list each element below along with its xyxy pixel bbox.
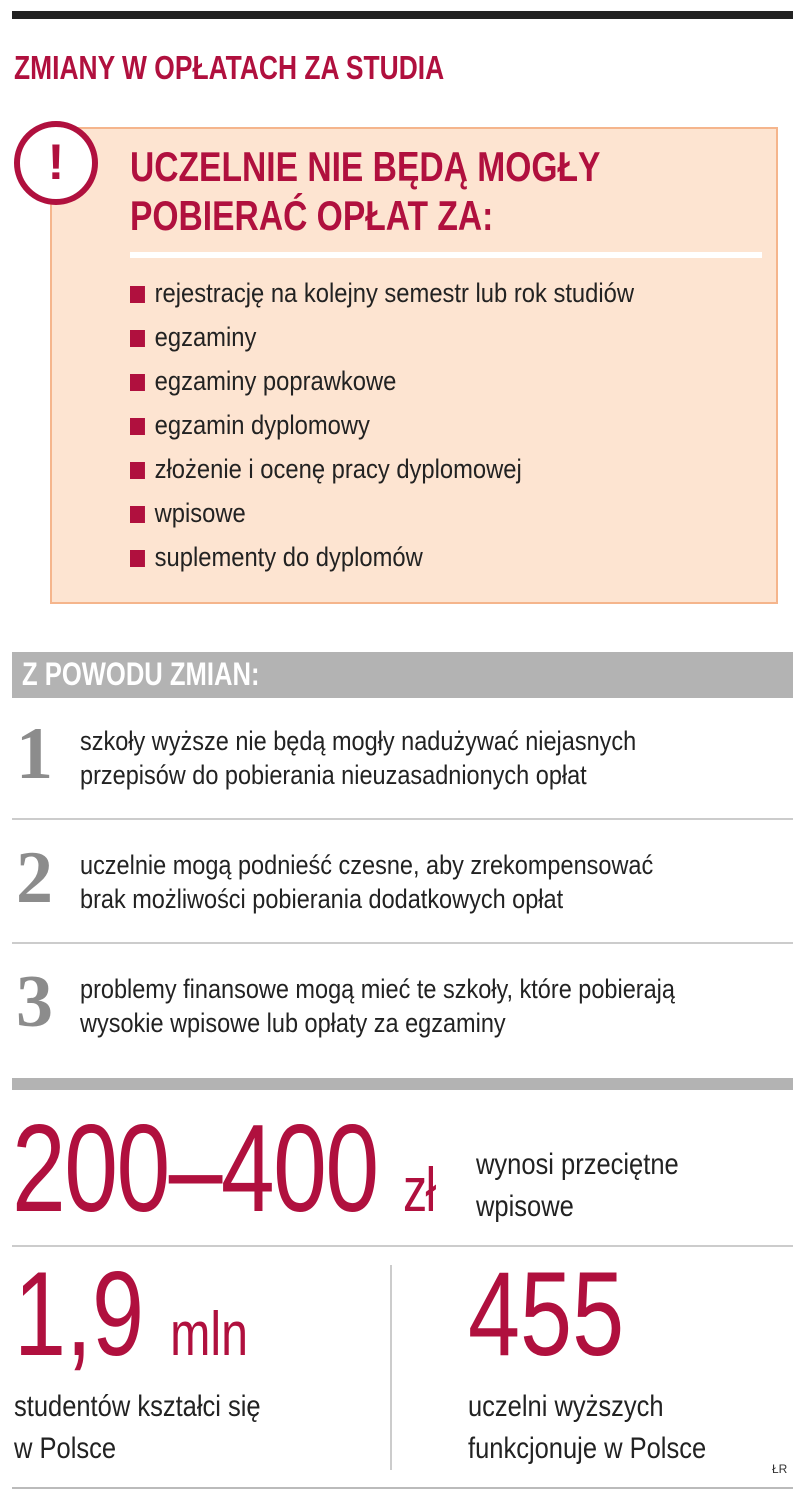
divider (130, 252, 762, 258)
list-item: egzaminy poprawkowe (130, 366, 396, 397)
vertical-divider (390, 1265, 392, 1470)
bullet-square-icon (130, 286, 145, 303)
bullet-square-icon (130, 506, 145, 523)
reason-text: problemy finansowe mogą mieć te szkoły, … (80, 974, 675, 1038)
list-item: suplementy do dyplomów (130, 542, 423, 573)
list-item: egzaminy (130, 322, 256, 353)
author-credit: ŁR (772, 1462, 788, 1476)
reason-number: 2 (16, 837, 53, 919)
list-item: złożenie i ocenę pracy dyplomowej (130, 454, 522, 485)
reason-number: 3 (16, 961, 53, 1043)
divider (12, 1245, 793, 1247)
bullet-square-icon (130, 418, 145, 435)
section-header-bar (12, 652, 793, 698)
fee-stat-value: 200–400 zł (12, 1100, 436, 1238)
bullet-square-icon (130, 374, 145, 391)
section-divider-bar (12, 1078, 793, 1090)
reason-text: szkoły wyższe nie będą mogły nadużywać n… (80, 726, 637, 790)
bullet-square-icon (130, 330, 145, 347)
reason-number: 1 (16, 713, 53, 795)
bullet-square-icon (130, 550, 145, 567)
prohibited-fees-box (50, 127, 778, 604)
fee-stat-text: wynosi przeciętne wpisowe (476, 1148, 679, 1223)
universities-stat-text: uczelni wyższych funkcjonuje w Polsce (468, 1390, 707, 1465)
top-rule (12, 11, 793, 19)
section-header-label: Z POWODU ZMIAN: (22, 656, 260, 692)
box-heading-line2: POBIERAĆ OPŁAT ZA: (130, 192, 494, 239)
list-item: rejestrację na kolejny semestr lub rok s… (130, 278, 634, 309)
divider (12, 818, 793, 820)
reason-text: uczelnie mogą podnieść czesne, aby zreko… (80, 850, 654, 914)
box-heading-line1: UCZELNIE NIE BĘDĄ MOGŁY (130, 143, 601, 190)
bottom-rule (12, 1487, 793, 1489)
universities-stat-value: 455 (468, 1247, 625, 1381)
students-stat-value: 1,9 mln (14, 1247, 249, 1381)
page-title: ZMIANY W OPŁATACH ZA STUDIA (14, 49, 445, 86)
students-stat-text: studentów kształci się w Polsce (14, 1390, 261, 1465)
bullet-square-icon (130, 462, 145, 479)
list-item: egzamin dyplomowy (130, 410, 370, 441)
exclamation-circle-icon: ! (14, 121, 98, 205)
divider (12, 942, 793, 944)
list-item: wpisowe (130, 498, 246, 529)
